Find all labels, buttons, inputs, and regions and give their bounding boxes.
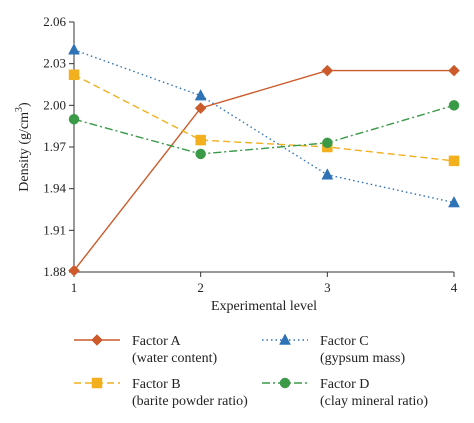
legend-item: Factor D (clay mineral ratio) [262,377,428,409]
legend-label: Factor A [132,334,181,349]
data-point [68,43,80,55]
legend-sublabel: (water content) [132,351,217,366]
legend-marker [279,377,291,389]
legend-sublabel: (clay mineral ratio) [320,394,428,409]
data-point [194,102,207,114]
legend-label: Factor B [132,377,181,392]
x-tick-label: 1 [71,280,78,295]
data-point [448,196,460,208]
data-point [68,113,80,125]
data-point [322,137,333,149]
data-point [448,155,460,167]
legend-marker [91,377,103,389]
data-point [194,89,207,101]
series-factor-a [68,64,460,277]
data-point [321,168,334,180]
x-tick-label: 3 [324,280,331,295]
y-tick-label: 1.94 [43,181,66,196]
y-axis-title-main: Density (g/cm [17,112,32,192]
x-tick-label: 4 [451,280,458,295]
y-axis-title-superscript: 3 [14,107,25,112]
data-point [448,64,460,77]
data-point [195,134,206,146]
legend-sublabel: (gypsum mass) [320,351,406,366]
series-line [73,104,455,155]
legend-item: Factor A (water content) [74,334,217,366]
legend-marker [91,334,103,346]
data-point [448,100,460,111]
series-line [73,69,454,272]
y-axis-title: Density (g/cm3) [14,102,32,192]
y-tick-label: 1.97 [43,139,66,154]
y-tick-label: 2.00 [43,97,66,112]
series-line [73,49,455,204]
series-factor-b [68,69,460,167]
x-tick-label: 2 [197,280,204,295]
x-ticks: 1 2 3 4 [71,272,458,295]
legend-item: Factor C (gypsum mass) [262,333,406,366]
series-layer [68,43,460,277]
data-point [68,69,80,81]
y-tick-label: 2.03 [43,56,66,71]
legend-sublabel: (barite powder ratio) [132,394,248,409]
y-tick-label: 2.06 [43,14,66,29]
legend-label: Factor D [320,377,369,392]
series-factor-d [68,100,460,160]
legend: Factor A (water content) Factor C (gypsum m… [74,333,428,409]
x-axis-title: Experimental level [211,299,317,314]
y-tick-label: 1.91 [43,222,66,237]
data-point [68,264,80,277]
legend-item: Factor B (barite powder ratio) [74,377,248,409]
data-point [321,64,334,77]
data-point [195,148,206,160]
y-axis-title-close: ) [17,102,32,107]
series-line [73,74,455,162]
legend-label: Factor C [320,334,369,349]
legend-marker [279,333,291,345]
y-ticks: 1.88 1.91 1.94 1.97 2.00 2.03 2.06 [43,14,74,279]
series-factor-c [68,43,460,208]
y-tick-label: 1.88 [43,264,66,279]
